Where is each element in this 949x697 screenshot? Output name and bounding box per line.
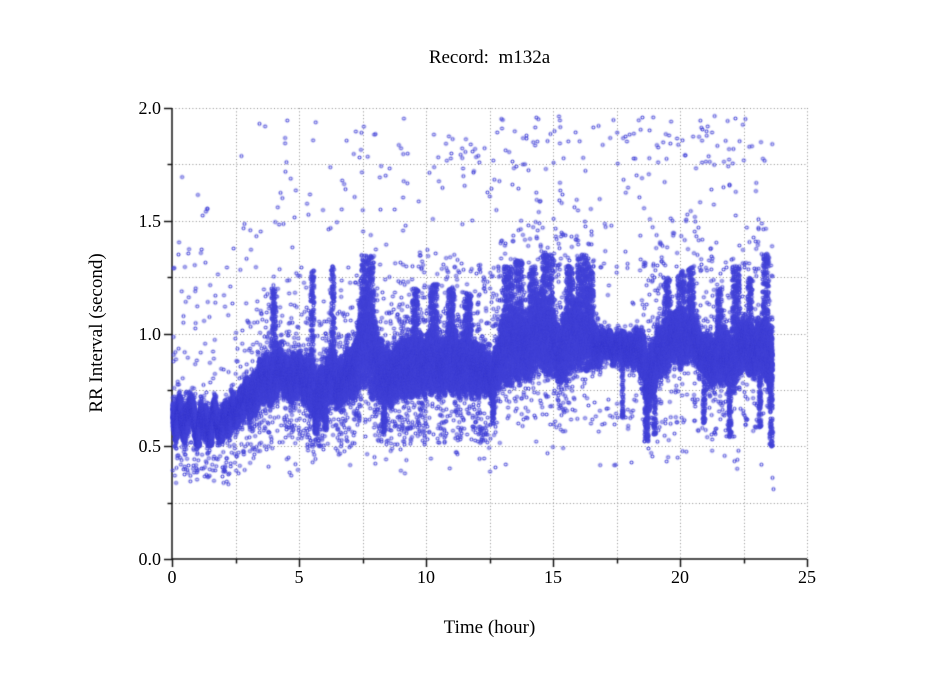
y-tick-label: 1.0 xyxy=(138,323,162,344)
x-tick-label: 0 xyxy=(167,567,177,587)
x-axis-label: Time (hour) xyxy=(443,617,536,638)
y-tick-label: 0.0 xyxy=(138,549,162,569)
x-tick-label: 15 xyxy=(544,567,562,587)
y-axis-label: RR Interval (second) xyxy=(86,253,107,413)
y-tick-label: 2.0 xyxy=(138,98,162,118)
x-tick-label: 5 xyxy=(294,567,304,587)
chart-title: Record: m132a xyxy=(428,47,551,68)
y-tick-label: 0.5 xyxy=(138,436,162,457)
x-tick-label: 20 xyxy=(671,567,689,587)
x-tick-label: 10 xyxy=(417,567,435,587)
y-tick-label: 1.5 xyxy=(138,210,162,231)
x-tick-label: 25 xyxy=(798,567,816,587)
